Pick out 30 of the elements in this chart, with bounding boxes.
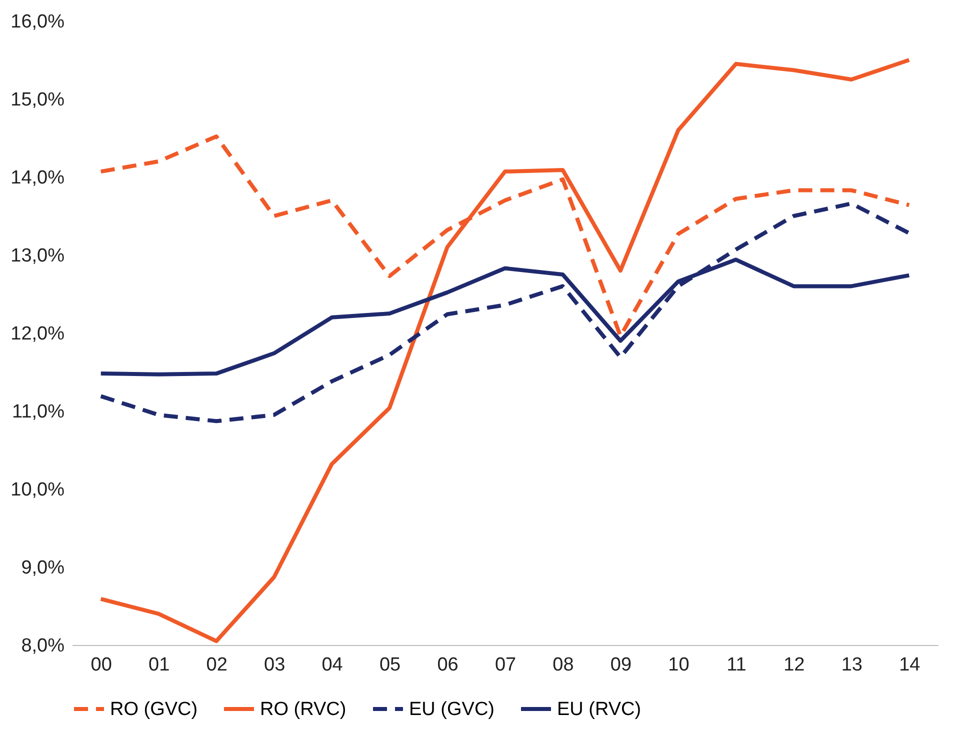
x-tick-label: 06 xyxy=(437,654,458,676)
y-tick-label: 10,0% xyxy=(10,480,65,500)
y-tick-label: 9,0% xyxy=(21,558,65,578)
x-tick-label: 04 xyxy=(322,654,344,676)
x-tick-label: 13 xyxy=(841,654,862,676)
x-tick-label: 10 xyxy=(668,654,690,676)
y-tick-label: 14,0% xyxy=(10,168,65,188)
x-tick-label: 05 xyxy=(379,654,401,676)
x-tick-label: 11 xyxy=(726,654,746,676)
y-tick-label: 8,0% xyxy=(21,636,65,656)
x-tick-label: 09 xyxy=(610,654,632,676)
y-tick-label: 13,0% xyxy=(10,246,65,266)
y-tick-label: 12,0% xyxy=(10,324,65,344)
x-tick-label: 08 xyxy=(552,654,574,676)
line-series xyxy=(98,202,912,424)
x-tick-label: 14 xyxy=(899,654,921,676)
y-tick-label: 16,0% xyxy=(10,12,65,32)
y-tick-label: 15,0% xyxy=(10,90,65,110)
x-tick-label: 07 xyxy=(494,654,516,676)
line-series xyxy=(98,58,912,644)
x-tick-label: 01 xyxy=(148,654,170,676)
legend-label: RO (RVC) xyxy=(260,699,346,720)
legend-label: EU (RVC) xyxy=(557,699,642,720)
x-tick-label: 02 xyxy=(206,654,228,676)
legend-label: RO (GVC) xyxy=(110,699,198,720)
legend-label: EU (GVC) xyxy=(409,699,494,720)
y-tick-label: 11,0% xyxy=(12,402,65,422)
x-tick-label: 12 xyxy=(784,654,805,676)
x-tick-label: 03 xyxy=(264,654,286,676)
x-tick-label: 00 xyxy=(90,654,112,676)
